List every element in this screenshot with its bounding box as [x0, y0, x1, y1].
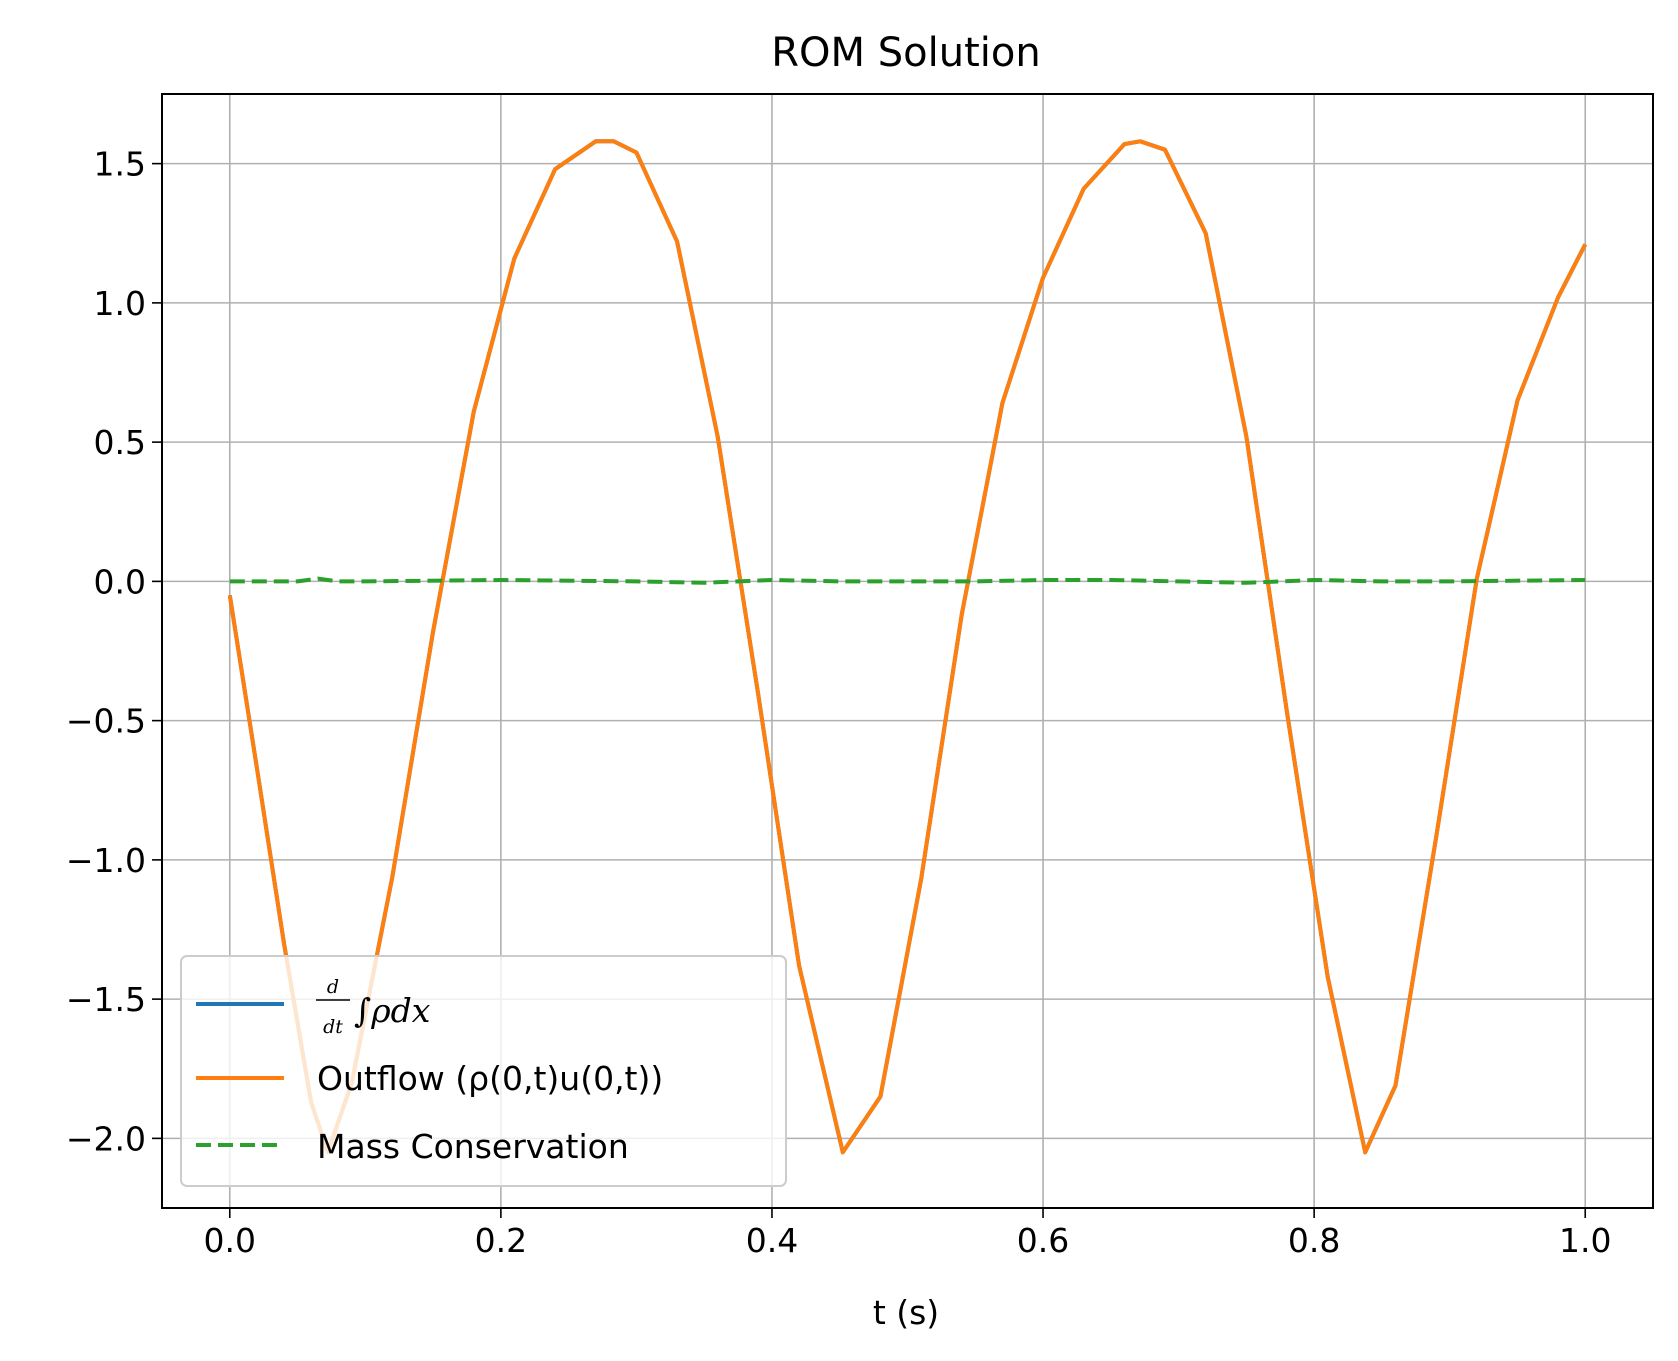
- chart-title: ROM Solution: [771, 30, 1040, 76]
- legend-frac-denominator: dt: [323, 1016, 343, 1038]
- y-tick-label: −2.0: [66, 1119, 146, 1158]
- y-tick-label: −1.0: [66, 841, 146, 880]
- legend-box: [180, 955, 787, 1187]
- y-tick-label: 0.0: [94, 562, 146, 601]
- x-tick-label: 0.8: [1288, 1221, 1340, 1260]
- y-tick-label: 0.5: [94, 423, 146, 462]
- y-tick-label: −0.5: [66, 702, 146, 741]
- y-tick-label: 1.5: [94, 145, 146, 184]
- x-tick-label: 0.0: [204, 1221, 256, 1260]
- ticks: 0.0 0.2 0.4 0.6 0.8 1.0 1.5 1.0 0.5 0.0 −0.5 −1.0 −1…: [66, 145, 1612, 1260]
- x-tick-label: 0.6: [1017, 1221, 1069, 1260]
- legend-label-density-derivative: d dt ∫ρdx: [316, 976, 431, 1038]
- legend-label-mass-conservation: Mass Conservation: [317, 1127, 629, 1166]
- x-tick-label: 0.2: [475, 1221, 527, 1260]
- legend-label-outflow: Outflow (ρ(0,t)u(0,t)): [317, 1059, 663, 1098]
- x-tick-label: 1.0: [1559, 1221, 1611, 1260]
- legend-frac-numerator: d: [327, 976, 339, 998]
- y-tick-label: 1.0: [94, 284, 146, 323]
- legend: d dt ∫ρdx Outflow (ρ(0,t)u(0,t)) Mass Co…: [180, 955, 787, 1187]
- y-tick-label: −1.5: [66, 980, 146, 1019]
- series-layer: [227, 139, 1587, 1155]
- plot-frame: [161, 93, 1654, 1209]
- series-outflow: [227, 139, 1587, 1155]
- legend-integral: ∫ρdx: [354, 991, 431, 1030]
- x-tick-label: 0.4: [746, 1221, 798, 1260]
- x-axis-label: t (s): [873, 1293, 939, 1332]
- series-mass-conservation: [229, 576, 1586, 585]
